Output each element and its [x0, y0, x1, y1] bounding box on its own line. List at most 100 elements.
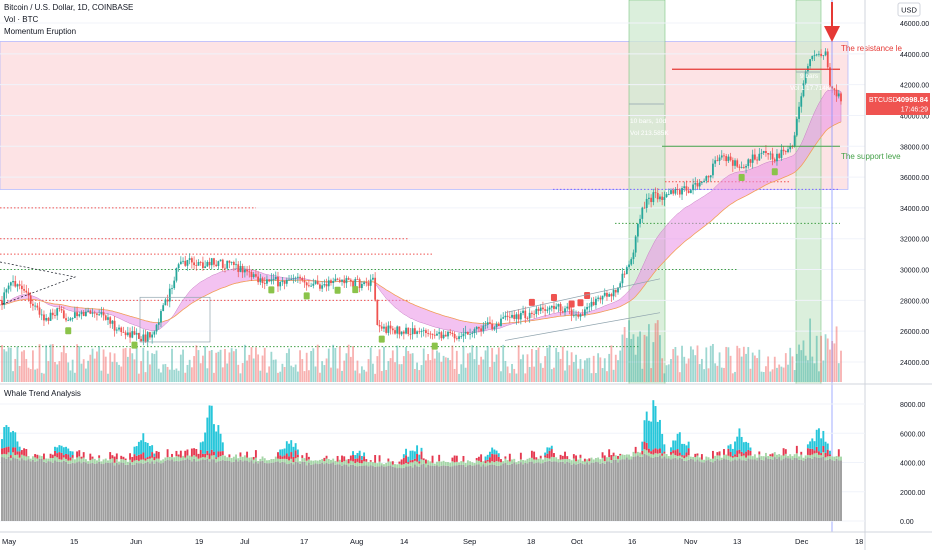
signal-markers: [65, 168, 778, 350]
candle-body: [530, 312, 533, 314]
candle-body: [625, 267, 628, 275]
whale-green-bar: [376, 463, 379, 467]
volume-bar: [288, 348, 290, 382]
candle-body: [692, 184, 694, 191]
indicator-label[interactable]: Momentum Eruption: [4, 27, 77, 36]
volume-bar: [73, 372, 76, 382]
volume-bar: [528, 366, 531, 382]
whale-base-bar: [69, 463, 72, 521]
candle-body: [696, 183, 699, 187]
whale-cyan-bar: [418, 454, 421, 462]
volume-bar: [246, 360, 248, 382]
whale-green-bar: [632, 451, 635, 457]
whale-base-bar: [5, 458, 8, 521]
whale-red-bar: [411, 459, 414, 463]
whale-red-bar: [7, 446, 10, 453]
currency-badge[interactable]: [897, 2, 921, 17]
volume-bar: [96, 351, 98, 382]
whale-green-bar: [800, 454, 803, 460]
volume-bar: [577, 368, 580, 382]
whale-green-bar: [829, 456, 831, 459]
whale-red-bar: [530, 450, 533, 458]
volume-bar: [413, 368, 416, 382]
whale-green-bar: [723, 454, 725, 459]
candle-body: [199, 262, 202, 263]
candle-body: [742, 167, 745, 168]
candle-body: [32, 303, 34, 306]
volume-bar: [268, 366, 271, 382]
whale-green-bar: [314, 460, 317, 464]
whale-red-bar: [488, 457, 491, 463]
whale-cyan-bar: [292, 446, 295, 457]
whale-red-bar: [826, 449, 829, 457]
whale-green-bar: [204, 457, 207, 460]
candle-body: [420, 331, 423, 332]
whale-base-bar: [124, 464, 127, 521]
whale-base-bar: [224, 460, 226, 521]
candle-body: [115, 329, 118, 331]
measure-bars-label: 10 bars, 10d: [630, 118, 667, 125]
volume-bar: [793, 370, 796, 382]
candle-body: [197, 262, 200, 266]
volume-bar: [513, 368, 516, 382]
volume-bar: [493, 361, 496, 382]
whale-base-bar: [647, 456, 650, 521]
buy-signal-marker: [378, 335, 385, 343]
time-tick-label: 13: [733, 537, 741, 546]
whale-red-bar: [409, 460, 412, 463]
whale-base-bar: [740, 460, 743, 521]
candle-body: [78, 314, 81, 317]
whale-base-bar: [773, 457, 776, 521]
whale-cyan-bar: [813, 441, 816, 451]
whale-base-bar: [133, 464, 136, 521]
candle-body: [555, 306, 558, 309]
whale-red-bar: [252, 456, 255, 460]
whale-red-bar: [659, 448, 661, 454]
volume-label[interactable]: Vol · BTC: [4, 15, 39, 24]
volume-bar: [659, 335, 661, 382]
price-axis[interactable]: 46000.0044000.0042000.0040000.0038000.00…: [900, 21, 929, 367]
whale-base-bar: [204, 459, 207, 521]
whale-base-bar: [391, 466, 394, 521]
chart-title[interactable]: Bitcoin / U.S. Dollar, 1D, COINBASE: [4, 3, 134, 12]
candle-body: [76, 312, 78, 317]
whale-base-bar: [400, 468, 403, 521]
volume-bar: [619, 350, 622, 382]
whale-green-bar: [391, 464, 394, 467]
whale-green-bar: [215, 458, 218, 463]
volume-bar: [290, 365, 293, 382]
whale-green-bar: [628, 454, 630, 460]
whale-green-bar: [692, 456, 695, 460]
whale-base-bar: [811, 458, 814, 521]
candle-body: [513, 314, 516, 319]
whale-red-bar: [608, 449, 611, 458]
whale-green-bar: [228, 457, 231, 462]
candle-body: [323, 284, 326, 286]
whale-green-bar: [356, 461, 359, 467]
whale-green-bar: [418, 463, 421, 467]
whale-green-bar: [162, 459, 165, 463]
whale-base-bar: [279, 463, 282, 521]
volume-bar: [34, 369, 37, 382]
candle-body: [599, 297, 602, 300]
candle-body: [221, 259, 224, 268]
volume-bar: [623, 327, 626, 382]
volume-bar: [23, 350, 25, 382]
time-axis[interactable]: May 15 Jun 19 Jul 17 Aug 14 Sep 18 Oct 16 Nov 13 Dec 18: [2, 537, 863, 546]
whale-red-bar: [497, 456, 500, 462]
whale-green-bar: [129, 459, 132, 463]
volume-bar: [243, 344, 246, 382]
whale-red-bar: [352, 454, 355, 462]
whale-cyan-bar: [71, 451, 74, 456]
whale-red-bar: [654, 448, 657, 454]
candle-body: [224, 267, 226, 269]
candle-body: [383, 326, 385, 329]
candle-body: [723, 155, 725, 157]
whale-green-bar: [104, 458, 107, 463]
whale-green-bar: [676, 455, 679, 460]
whale-base-bar: [318, 463, 321, 521]
whale-green-bar: [599, 459, 602, 464]
lower-pane-title[interactable]: Whale Trend Analysis: [4, 389, 81, 398]
whale-red-bar: [416, 453, 419, 462]
